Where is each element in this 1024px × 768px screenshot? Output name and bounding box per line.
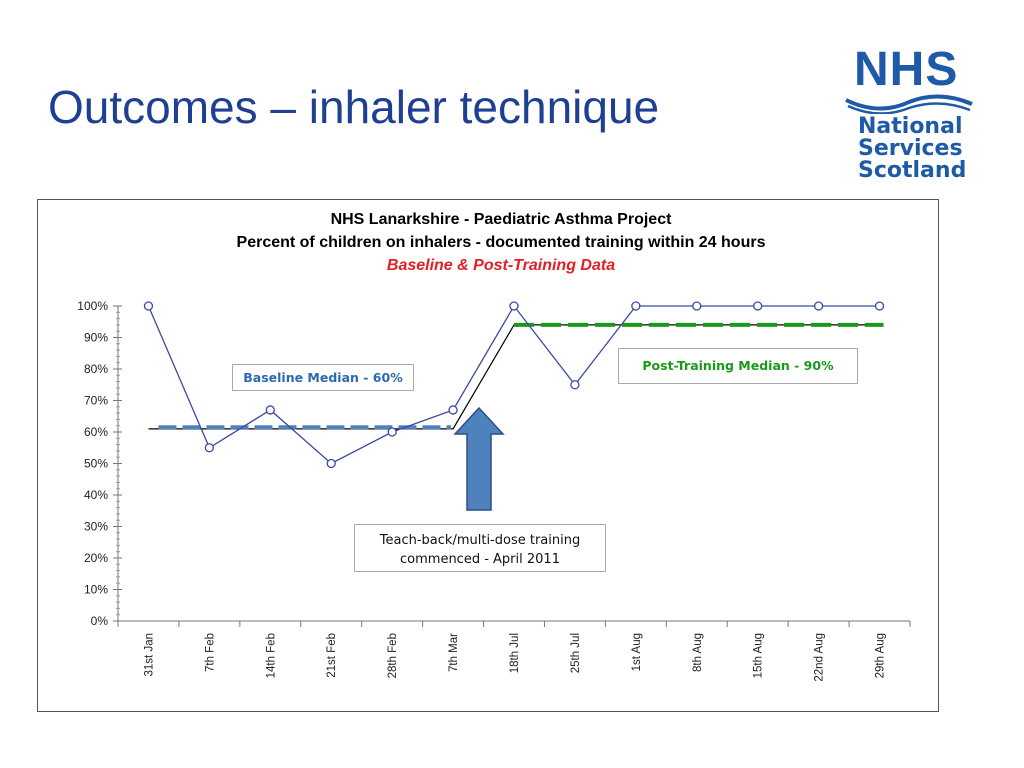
y-tick-label: 40% <box>84 488 108 502</box>
y-tick-label: 80% <box>84 362 108 376</box>
nhs-logo: NHS National Services Scotland <box>838 40 978 190</box>
y-tick-label: 90% <box>84 331 108 345</box>
data-point <box>509 301 519 311</box>
chart-svg: NHS Lanarkshire - Paediatric Asthma Proj… <box>77 211 911 682</box>
data-point <box>692 301 702 311</box>
x-tick-label: 1st Aug <box>631 633 643 671</box>
chart-title: NHS Lanarkshire - Paediatric Asthma Proj… <box>331 211 673 228</box>
data-point <box>448 405 458 415</box>
x-tick-label: 8th Aug <box>692 633 704 672</box>
chart-axes: 0% 10% 20% 30% 40% 50% 60% 70% 80% 90% 100% 31st Ja… <box>77 299 911 682</box>
x-tick-label: 21st Feb <box>326 633 338 678</box>
logo-nhs-text: NHS <box>854 43 959 96</box>
y-tick-label: 30% <box>84 520 108 534</box>
training-arrow-icon <box>453 406 505 511</box>
y-tick-label: 60% <box>84 425 108 439</box>
post-median-text: Post-Training Median - 90% <box>642 358 834 373</box>
x-tick-label: 7th Mar <box>448 633 460 672</box>
slide-title: Outcomes – inhaler technique <box>48 81 660 133</box>
y-tick-label: 20% <box>84 551 108 565</box>
data-point <box>570 380 580 390</box>
data-point <box>753 301 763 311</box>
baseline-median-text: Baseline Median - 60% <box>243 370 403 385</box>
y-tick-label: 70% <box>84 394 108 408</box>
data-point <box>387 427 397 437</box>
training-annotation-line1: Teach-back/multi-dose training <box>379 533 581 548</box>
data-point <box>813 301 824 311</box>
chart-container: NHS Lanarkshire - Paediatric Asthma Proj… <box>37 199 939 712</box>
y-tick-label: 0% <box>91 614 109 628</box>
logo-line-national: National <box>858 114 963 139</box>
training-annotation-line2: commenced - April 2011 <box>400 552 560 567</box>
data-point <box>326 458 336 469</box>
x-tick-label: 14th Feb <box>265 633 277 678</box>
x-tick-label: 18th Jul <box>509 633 521 673</box>
y-tick-label: 50% <box>84 457 108 471</box>
x-tick-label: 31st Jan <box>143 633 155 676</box>
data-point <box>874 301 885 311</box>
logo-line-services: Services <box>858 136 963 161</box>
y-tick-label: 10% <box>84 583 108 597</box>
chart-marks <box>143 301 885 511</box>
logo-line-scotland: Scotland <box>858 158 967 183</box>
x-tick-label: 29th Aug <box>875 633 887 678</box>
x-tick-label: 28th Feb <box>387 633 399 678</box>
x-tick-label: 22nd Aug <box>814 633 826 682</box>
data-point <box>265 405 275 415</box>
data-point <box>143 301 154 311</box>
chart-subtitle-2: Baseline & Post-Training Data <box>387 257 615 274</box>
chart-subtitle: Percent of children on inhalers - docume… <box>237 234 766 251</box>
data-point <box>204 443 215 453</box>
data-point <box>631 301 641 311</box>
baseline-median-label: Baseline Median - 60% <box>232 364 414 391</box>
training-annotation: Teach-back/multi-dose training commenced… <box>354 524 606 572</box>
y-tick-label: 100% <box>77 299 108 313</box>
x-tick-label: 7th Feb <box>204 633 216 672</box>
post-median-label: Post-Training Median - 90% <box>618 348 858 384</box>
x-tick-label: 25th Jul <box>570 633 582 673</box>
logo-wave-icon <box>845 94 973 114</box>
x-tick-label: 15th Aug <box>753 633 765 678</box>
